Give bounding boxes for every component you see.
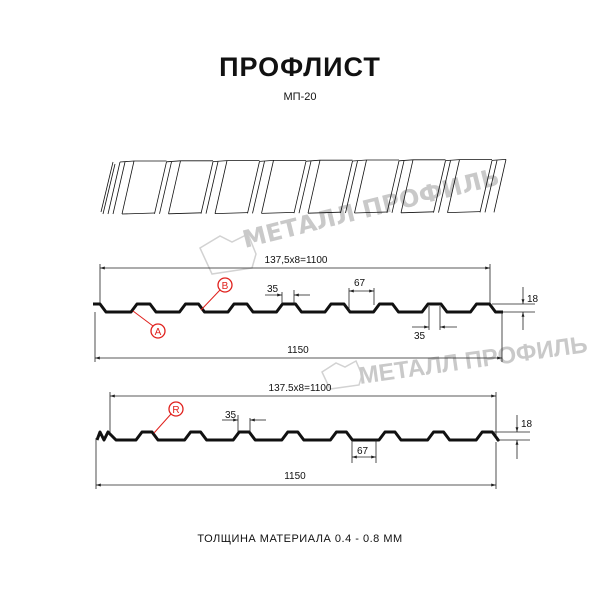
sheet-edge-line [307,211,341,214]
sheet-edge-line [261,160,274,214]
sheet-edge-line [354,159,367,214]
sheet-edge-line [214,160,228,214]
watermark-logo-icon [199,232,257,275]
crest-width-label: 35 [267,284,279,295]
pitch-label: 137,5х8=1100 [265,255,328,266]
width-label: 1150 [287,345,309,356]
sheet-edge-line [100,161,114,213]
sheet-edge-line [447,211,481,213]
sheet-edge-line [200,161,214,214]
sheet-edge-line [438,160,451,213]
profile-ab: 137,5х8=1100 1150 35 67 35 18 A B [93,255,539,362]
sheet-edge-line [398,159,414,162]
sheet-edge-line [340,160,353,214]
pitch-label: 137.5x8=1100 [269,383,332,394]
callout-b-label: B [222,281,229,292]
sheet-edge-line [298,161,312,214]
sheet-edge-line [119,160,135,163]
sheet-edge-line [391,160,405,213]
page-subtitle: МП-20 [284,91,317,103]
sheet-edge-line [386,160,400,213]
width-label: 1150 [284,471,306,482]
callout-a-label: A [155,327,162,338]
crest-width-label: 35 [225,410,237,421]
sheet-3d-sketch [100,159,507,215]
sheet-edge-line [479,160,493,213]
sheet-edge-line [102,163,116,215]
sheet-edge-line [247,161,260,214]
sheet-edge-line [345,160,358,214]
top-width-label: 67 [354,278,366,289]
watermark-1: МЕТАЛЛ ПРОФИЛЬ [199,163,503,275]
callout-r-label: R [172,405,179,416]
sheet-edge-line [307,160,321,214]
sheet-edge-line [493,159,507,213]
sheet-edge-line [447,159,460,213]
material-thickness-note: ТОЛЩИНА МАТЕРИАЛА 0.4 - 0.8 ММ [197,533,402,545]
sheet-edge-line [168,212,202,215]
sheet-edge-line [293,161,307,214]
profile-ab-shape [93,302,503,314]
sheet-edge-line [154,161,167,214]
sheet-edge-line [107,161,121,215]
sheet-edge-line [305,159,321,162]
sheet-edge-line [166,160,181,163]
height-label: 18 [521,419,533,430]
sheet-edge-line [112,161,126,215]
sheet-edge-line [168,160,181,214]
sheet-edge-line [400,159,414,213]
sheet-edge-line [352,159,367,162]
profile-r: 137.5x8=1100 1150 35 67 18 R [95,383,533,489]
sheet-edge-line [121,160,135,215]
sheet-edge-line [484,160,498,213]
sheet-edge-line [445,159,460,161]
sheet-edge-line [159,161,172,214]
sheet-edge-line [212,160,228,162]
valley-width-label: 67 [357,446,369,457]
sheet-edge-line [214,212,248,214]
valley-width-label: 35 [414,331,426,342]
watermark-2: МЕТАЛЛ ПРОФИЛЬ [321,331,589,390]
sheet-edge-line [252,161,265,214]
sheet-edge-line [121,212,155,215]
sheet-edge-line [205,161,219,214]
callout-a [150,323,166,339]
watermark-logo-icon [321,359,363,390]
height-label: 18 [527,294,539,305]
watermark-text: МЕТАЛЛ ПРОФИЛЬ [240,163,503,254]
sheet-edge-line [433,160,446,213]
profile-r-shape [95,430,500,442]
page-title: ПРОФЛИСТ [219,52,381,82]
callout-b [217,277,233,293]
sheet-edge-line [259,160,274,162]
sheet-edge-line [261,212,295,214]
callout-r [168,401,184,417]
sheet-edge-line [400,211,434,214]
sheet-edge-line [354,211,388,214]
sheet-edge-line [491,159,507,161]
watermark-text: МЕТАЛЛ ПРОФИЛЬ [357,331,589,390]
